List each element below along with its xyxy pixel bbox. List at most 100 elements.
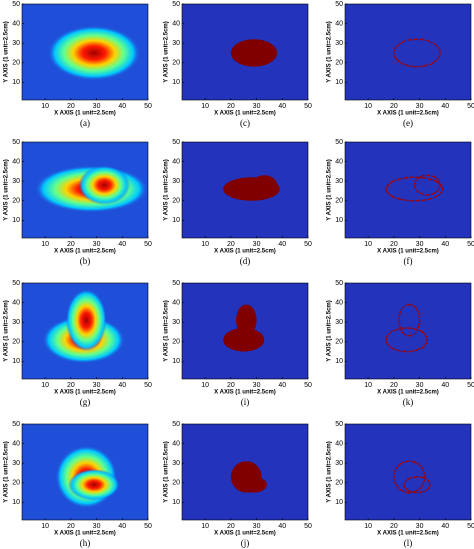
plot-area [345,142,471,238]
x-tick-label: 20 [67,523,75,530]
x-tick-label: 40 [278,103,286,110]
y-tick-label: 40 [172,440,180,447]
mask-blob [230,39,278,67]
panel-caption: (e) [403,118,413,128]
x-tick-label: 30 [416,523,424,530]
y-tick-label: 10 [335,499,343,506]
y-tick-label: 50 [172,280,180,287]
panel: 10 20 30 40 50 10 20 30 40 50 X AXIS (1 unit=2.5cm… [327,1,474,128]
x-tick-label: 30 [253,241,261,248]
y-tick-label: 30 [172,319,180,326]
y-tick-label: 20 [12,339,20,346]
y-tick-label: 10 [335,79,343,86]
mask-blob [251,175,278,195]
x-tick-label: 30 [93,103,101,110]
y-tick-label: 50 [335,1,343,8]
x-tick-label: 40 [118,241,126,248]
y-tick-label: 50 [335,139,343,146]
panel-caption: (a) [80,118,90,128]
y-axis-label: Y AXIS (1 unit=2.5cm) [4,159,10,221]
heat-blob [78,165,130,205]
x-axis-label: X AXIS (1 unit=2.5cm) [214,531,276,537]
y-tick-label: 10 [12,79,20,86]
plot-content [393,38,441,68]
x-tick-label: 20 [67,241,75,248]
contour-blob [398,303,421,337]
x-tick-label: 10 [201,103,209,110]
x-tick-label: 40 [441,523,449,530]
x-axis-label: X AXIS (1 unit=2.5cm) [214,249,276,255]
x-tick-label: 50 [144,103,152,110]
panel: 10 20 30 40 50 10 20 30 40 50 X AXIS (1 unit=2.5cm… [327,280,474,407]
contour-blob [393,38,441,68]
y-tick-label: 50 [12,1,20,8]
y-tick-label: 30 [335,40,343,47]
y-tick-label: 40 [335,20,343,27]
y-tick-label: 30 [12,460,20,467]
y-tick-label: 10 [12,358,20,365]
plot-content [55,445,120,509]
x-tick-label: 40 [118,382,126,389]
mask-blob [241,476,267,493]
y-tick-label: 40 [12,299,20,306]
plot-frame [344,3,472,101]
x-tick-label: 50 [304,241,312,248]
y-tick-label: 20 [172,480,180,487]
x-tick-label: 20 [390,382,398,389]
x-tick-label: 10 [201,382,209,389]
x-axis-label: X AXIS (1 unit=2.5cm) [54,249,116,255]
y-tick-label: 40 [12,158,20,165]
y-tick-label: 40 [12,440,20,447]
y-axis-label: Y AXIS (1 unit=2.5cm) [164,21,170,83]
y-tick-label: 10 [12,217,20,224]
y-axis-label: Y AXIS (1 unit=2.5cm) [4,21,10,83]
plot-content [385,174,444,202]
x-tick-label: 30 [93,523,101,530]
plot-content [47,25,141,81]
y-tick-label: 30 [172,460,180,467]
y-tick-label: 20 [12,198,20,205]
y-tick-label: 30 [12,178,20,185]
y-tick-label: 50 [172,421,180,428]
x-axis-label: X AXIS (1 unit=2.5cm) [377,111,439,117]
x-tick-label: 40 [278,382,286,389]
x-tick-label: 30 [253,103,261,110]
mask-blob [223,328,265,352]
y-axis-label: Y AXIS (1 unit=2.5cm) [4,300,10,362]
panel: 10 20 30 40 50 10 20 30 40 50 X AXIS (1 unit=2.5cm… [4,139,152,266]
y-tick-label: 40 [335,440,343,447]
y-tick-label: 40 [172,158,180,165]
plot-frame [181,423,309,521]
y-tick-label: 20 [335,198,343,205]
panel-caption: (g) [80,397,91,407]
x-tick-label: 50 [304,523,312,530]
x-tick-label: 10 [364,382,372,389]
y-axis-label: Y AXIS (1 unit=2.5cm) [327,441,333,503]
plot-content [42,288,125,364]
x-tick-label: 50 [304,103,312,110]
y-tick-label: 10 [172,358,180,365]
x-axis-label: X AXIS (1 unit=2.5cm) [214,390,276,396]
plot-content [385,303,429,353]
y-tick-label: 10 [172,79,180,86]
y-tick-label: 30 [12,319,20,326]
x-tick-label: 10 [41,523,49,530]
plot-content [230,39,278,67]
plot-frame [21,141,149,239]
y-tick-label: 30 [335,178,343,185]
panel-caption: (k) [403,397,414,407]
x-tick-label: 30 [93,382,101,389]
x-tick-label: 10 [41,382,49,389]
x-axis-label: X AXIS (1 unit=2.5cm) [54,111,116,117]
x-tick-label: 20 [227,103,235,110]
panel: 10 20 30 40 50 10 20 30 40 50 X AXIS (1 unit=2.5cm… [327,139,474,266]
x-axis-label: X AXIS (1 unit=2.5cm) [54,531,116,537]
x-tick-label: 20 [390,103,398,110]
x-tick-label: 40 [441,382,449,389]
y-tick-label: 50 [12,139,20,146]
panel-caption: (l) [404,538,413,548]
panel-caption: (f) [404,256,413,266]
x-axis-label: X AXIS (1 unit=2.5cm) [377,390,439,396]
x-tick-label: 40 [118,523,126,530]
x-axis-label: X AXIS (1 unit=2.5cm) [377,249,439,255]
